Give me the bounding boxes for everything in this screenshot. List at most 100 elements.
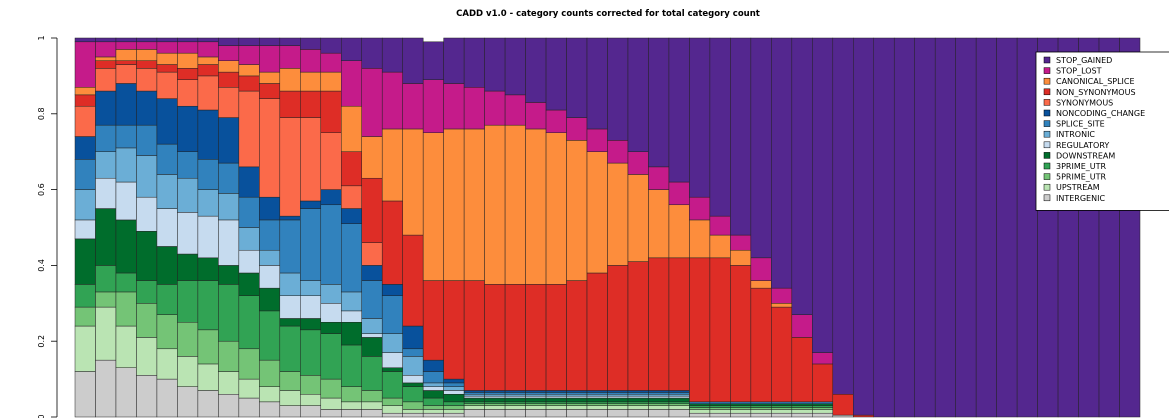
- bar-segment: [812, 403, 834, 406]
- bar-segment: [525, 128, 547, 285]
- bar-segment: [74, 87, 96, 96]
- bar-segment: [812, 352, 834, 365]
- bar-segment: [95, 265, 117, 293]
- bar-segment: [197, 390, 219, 418]
- bar-segment: [177, 386, 199, 418]
- y-tick-label: 0.8: [37, 107, 46, 120]
- bar-segment: [668, 390, 690, 393]
- bar-segment: [279, 37, 301, 46]
- legend-label: DOWNSTREAM: [1056, 151, 1115, 160]
- bar-segment: [422, 409, 444, 414]
- bar-segment: [832, 37, 854, 395]
- bar-segment: [668, 181, 690, 206]
- bar-segment: [545, 397, 567, 403]
- bar-segment: [115, 147, 137, 183]
- bar-segment: [95, 60, 117, 69]
- bar-segment: [934, 37, 956, 418]
- bar-segment: [218, 87, 240, 118]
- bar-segment: [668, 204, 690, 259]
- bar-segment: [402, 382, 424, 387]
- bar-segment: [668, 409, 690, 418]
- bar-segment: [95, 208, 117, 266]
- bar-segment: [381, 284, 403, 296]
- bar-segment: [648, 397, 670, 403]
- bar-segment: [873, 37, 895, 418]
- legend-label: STOP_LOST: [1056, 67, 1102, 76]
- bar-segment: [197, 41, 219, 58]
- bar-segment: [218, 284, 240, 342]
- bar-segment: [504, 395, 526, 399]
- bar-segment: [463, 403, 485, 406]
- bar-segment: [177, 52, 199, 69]
- bar-segment: [607, 392, 629, 395]
- bar-segment: [197, 257, 219, 281]
- bar-segment: [648, 394, 670, 397]
- bar-segment: [218, 340, 240, 372]
- bar-segment: [74, 325, 96, 372]
- bar-segment: [443, 128, 465, 281]
- bar-segment: [422, 412, 444, 418]
- bar-segment: [422, 371, 444, 384]
- bar-segment: [730, 249, 752, 266]
- bar-segment: [361, 280, 383, 319]
- bar-segment: [484, 390, 506, 393]
- bar-segment: [361, 242, 383, 266]
- bar-segment: [750, 37, 772, 259]
- bar-segment: [320, 189, 342, 206]
- bar-segment: [177, 322, 199, 357]
- bar-segment: [648, 405, 670, 410]
- bar-segment: [320, 71, 342, 92]
- bar-segment: [74, 219, 96, 240]
- bar-segment: [1016, 37, 1038, 418]
- bar-segment: [484, 395, 506, 399]
- bar-segment: [730, 234, 752, 251]
- bar-segment: [525, 397, 547, 403]
- bar-segment: [218, 193, 240, 221]
- bar-segment: [689, 409, 711, 414]
- legend-swatch: [1043, 109, 1051, 117]
- bar-segment: [504, 409, 526, 418]
- bar-segment: [689, 412, 711, 418]
- bar-segment: [218, 117, 240, 164]
- y-tick-label: 0.6: [37, 183, 46, 196]
- bar-segment: [750, 409, 772, 414]
- bar-segment: [95, 90, 117, 126]
- legend-label: 5PRIME_UTR: [1056, 173, 1107, 182]
- bar-segment: [771, 306, 793, 403]
- bar-segment: [607, 395, 629, 399]
- bar-segment: [197, 159, 219, 190]
- bar-segment: [381, 200, 403, 285]
- bar-segment: [791, 403, 813, 406]
- bar-segment: [402, 409, 424, 414]
- bar-segment: [791, 409, 813, 414]
- bar-segment: [341, 151, 362, 187]
- bar-segment: [95, 37, 117, 43]
- bar-segment: [586, 394, 608, 397]
- legend-swatch: [1043, 120, 1051, 127]
- bar-segment: [586, 401, 608, 404]
- bar-segment: [730, 403, 752, 406]
- bar-segment: [586, 397, 608, 403]
- bar-segment: [525, 392, 547, 395]
- bar-segment: [279, 45, 301, 69]
- bar-segment: [463, 405, 485, 410]
- bar-segment: [463, 87, 485, 130]
- bar-segment: [136, 37, 158, 43]
- legend-label: INTRONIC: [1056, 130, 1095, 139]
- bar-segment: [115, 291, 137, 327]
- bar-segment: [730, 405, 752, 408]
- bar-segment: [463, 128, 485, 281]
- bar-segment: [422, 359, 444, 372]
- bar-segment: [259, 265, 281, 289]
- bar-segment: [156, 52, 178, 65]
- bar-segment: [402, 375, 424, 384]
- bar-segment: [177, 79, 199, 107]
- bar-segment: [238, 166, 260, 198]
- bar-segment: [791, 314, 813, 338]
- bar-segment: [279, 371, 301, 391]
- bar-segment: [627, 397, 649, 403]
- bar-segment: [709, 405, 731, 408]
- bar-segment: [361, 37, 383, 69]
- bar-segment: [771, 287, 793, 304]
- bar-segment: [709, 401, 731, 404]
